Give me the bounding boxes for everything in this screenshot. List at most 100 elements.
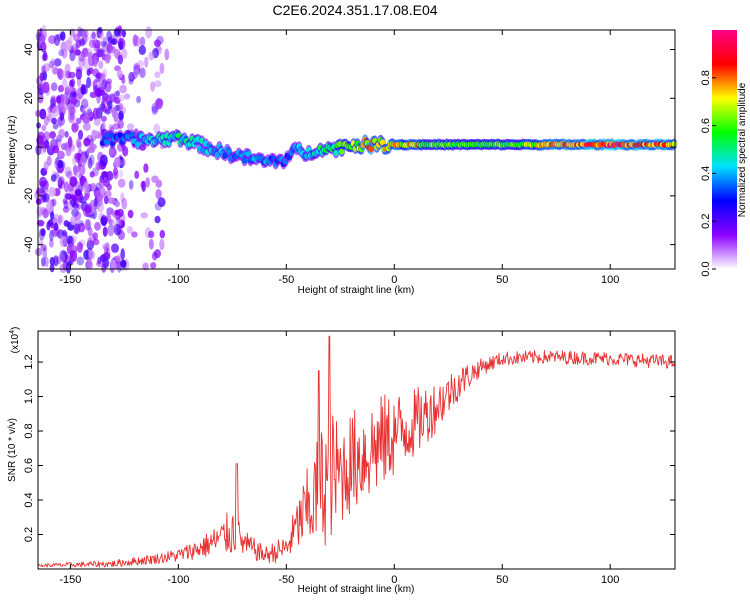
noise-speckle xyxy=(92,238,100,246)
noise-speckle xyxy=(54,172,59,179)
noise-speckle xyxy=(88,39,96,49)
noise-speckle xyxy=(88,111,94,122)
noise-speckle xyxy=(42,50,48,61)
snr-y-axis-label: SNR (10 * v/v) xyxy=(7,418,18,482)
colorbar-label: Normalized spectral amplitude xyxy=(737,82,748,217)
ridge-cell xyxy=(241,157,248,164)
noise-speckle xyxy=(78,51,86,62)
noise-speckle xyxy=(83,249,90,260)
noise-speckle xyxy=(155,98,163,110)
noise-speckle xyxy=(105,108,110,115)
noise-speckle xyxy=(57,150,65,160)
noise-speckle xyxy=(46,200,55,212)
noise-speckle xyxy=(159,62,165,75)
noise-speckle xyxy=(52,145,60,154)
noise-speckle xyxy=(94,40,103,47)
noise-speckle xyxy=(124,93,130,100)
noise-speckle xyxy=(60,94,68,105)
noise-speckle xyxy=(148,238,154,250)
noise-speckle xyxy=(88,143,97,150)
noise-speckle xyxy=(107,197,116,204)
noise-speckle xyxy=(102,36,108,46)
noise-speckle xyxy=(118,40,124,51)
colorbar-tick-label: 0.6 xyxy=(700,118,712,133)
noise-speckle xyxy=(136,95,142,104)
snr-frame xyxy=(37,330,676,570)
noise-speckle xyxy=(77,220,85,227)
noise-speckle xyxy=(108,124,114,131)
noise-speckle xyxy=(73,165,81,173)
noise-speckle xyxy=(90,182,96,191)
noise-speckle xyxy=(41,257,46,267)
figure-title: C2E6.2024.351.17.08.E04 xyxy=(272,2,437,18)
noise-speckle xyxy=(59,111,65,121)
x-tick-label: 50 xyxy=(496,574,508,586)
noise-speckle xyxy=(56,174,62,185)
noise-speckle xyxy=(42,70,48,81)
noise-speckle xyxy=(65,148,72,157)
noise-speckle xyxy=(114,156,121,168)
noise-speckle xyxy=(86,68,91,77)
noise-speckle xyxy=(74,152,82,160)
y-tick-label: 0 xyxy=(23,144,35,150)
y-tick-label: -40 xyxy=(23,237,35,253)
noise-speckle xyxy=(56,95,62,104)
noise-speckle xyxy=(41,124,47,132)
noise-speckle xyxy=(65,193,72,200)
noise-speckle xyxy=(53,34,61,46)
noise-speckle xyxy=(73,99,81,108)
noise-speckle xyxy=(80,86,86,95)
noise-speckle xyxy=(105,247,111,259)
noise-speckle xyxy=(154,71,161,79)
noise-speckle xyxy=(92,107,99,120)
noise-speckle xyxy=(152,251,158,261)
noise-speckle xyxy=(139,36,146,47)
noise-speckle xyxy=(109,148,114,157)
noise-speckle xyxy=(106,211,111,220)
noise-speckle xyxy=(69,50,76,62)
noise-speckle xyxy=(100,217,108,225)
noise-speckle xyxy=(92,232,99,241)
noise-speckle xyxy=(68,113,77,124)
noise-speckle xyxy=(150,81,156,92)
noise-speckle xyxy=(106,212,112,224)
x-tick-label: -150 xyxy=(59,574,81,586)
noise-speckle xyxy=(82,30,87,40)
noise-speckle xyxy=(75,68,83,80)
noise-speckle xyxy=(96,92,101,104)
noise-speckle xyxy=(49,257,55,266)
noise-speckle xyxy=(145,26,153,39)
noise-speckle xyxy=(57,116,66,126)
noise-speckle xyxy=(61,143,68,151)
noise-speckle xyxy=(144,56,149,68)
noise-speckle xyxy=(92,55,98,67)
noise-speckle xyxy=(95,72,103,79)
noise-speckle xyxy=(133,69,140,78)
noise-speckle xyxy=(151,175,159,183)
noise-speckle xyxy=(70,97,78,105)
noise-speckle xyxy=(75,117,82,125)
noise-speckle xyxy=(43,115,49,127)
noise-speckle xyxy=(110,38,116,45)
noise-speckle xyxy=(110,259,117,271)
noise-speckle xyxy=(107,44,114,54)
noise-speckle xyxy=(154,215,161,224)
noise-speckle xyxy=(113,111,119,123)
x-tick-label: 100 xyxy=(601,274,619,286)
snr-multiplier-exponent: 4 xyxy=(9,330,16,334)
noise-speckle xyxy=(100,115,107,122)
noise-speckle xyxy=(101,72,106,85)
noise-speckle xyxy=(107,100,113,110)
noise-speckle xyxy=(87,237,93,245)
colorbar-ticks: 0.0 0.2 0.4 0.6 0.8 xyxy=(700,70,716,277)
noise-speckle xyxy=(83,137,91,147)
noise-speckle xyxy=(59,235,68,248)
noise-speckle xyxy=(41,65,46,74)
noise-speckle xyxy=(40,228,46,237)
noise-speckle xyxy=(72,33,81,42)
colorbar: 0.0 0.2 0.4 0.6 0.8 Normalized spectral ampl… xyxy=(700,30,748,277)
y-tick-label: 0.2 xyxy=(23,527,35,542)
spectrogram-cells xyxy=(34,24,678,274)
noise-speckle xyxy=(51,105,60,118)
ridge-cell xyxy=(339,148,345,155)
